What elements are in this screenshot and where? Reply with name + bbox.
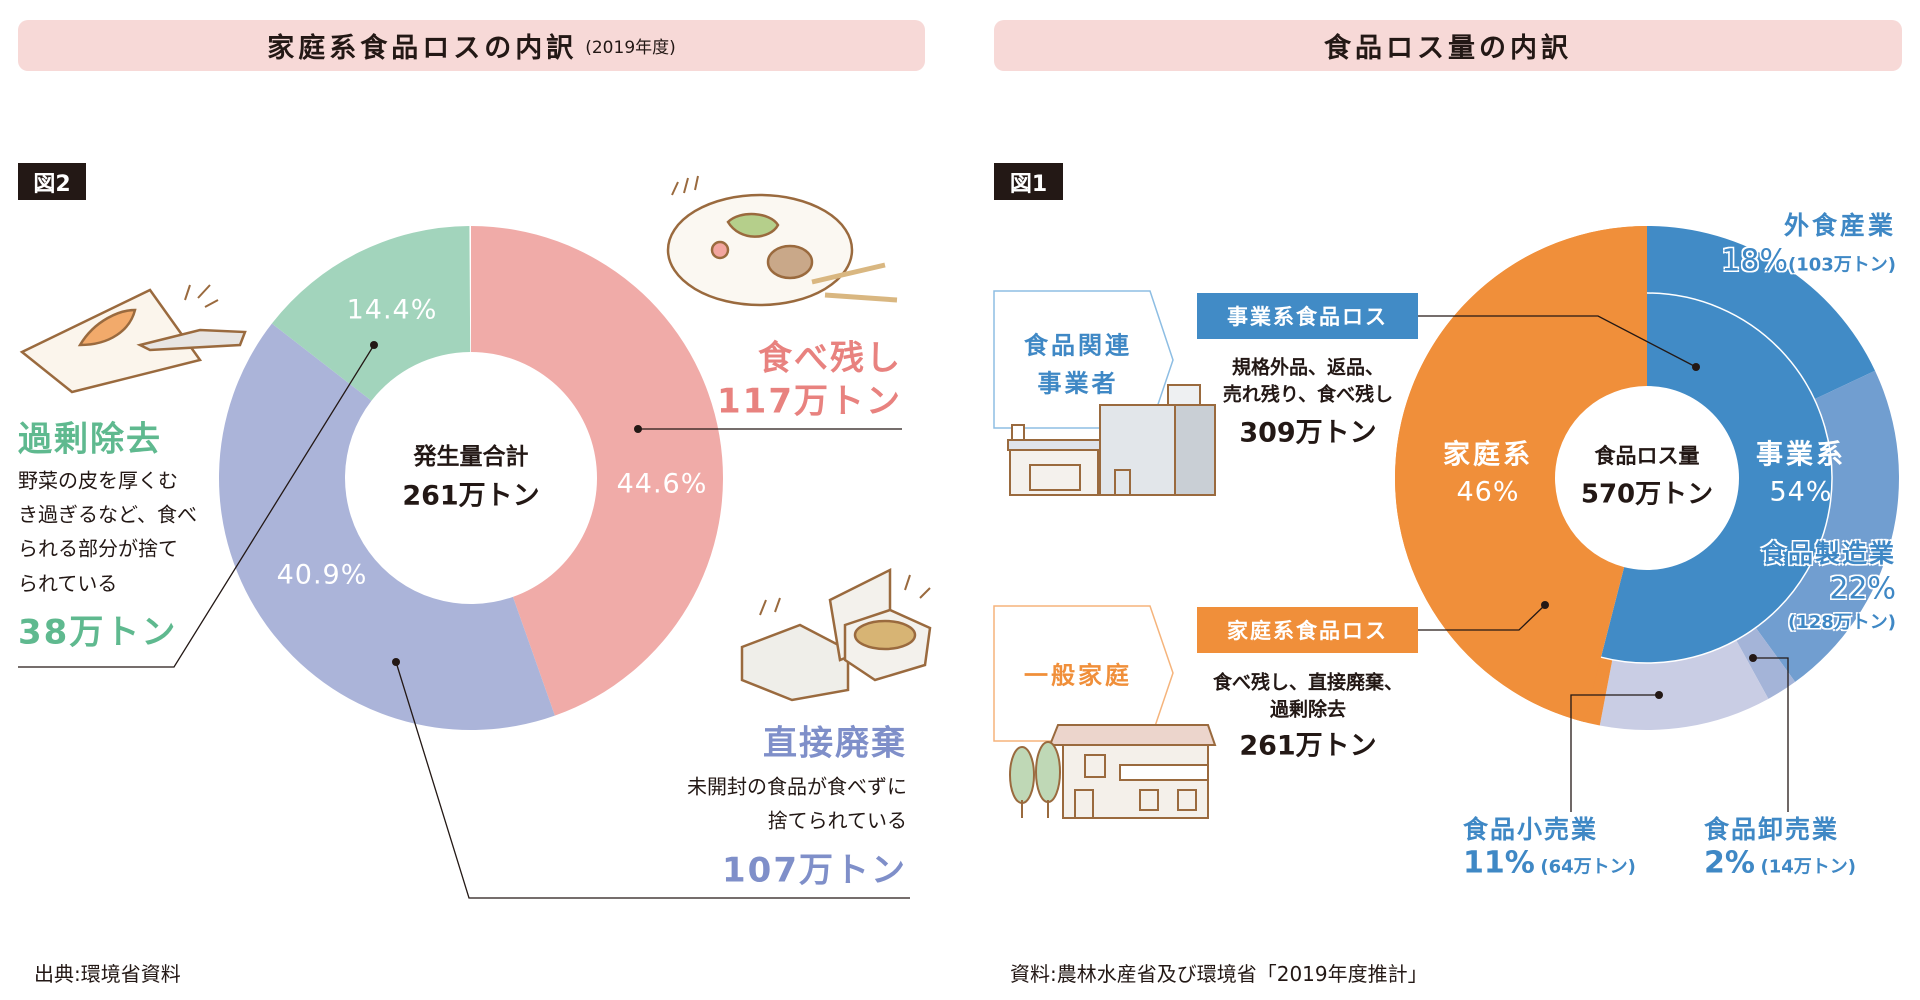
left-title-bar: 家庭系食品ロスの内訳 (2019年度) xyxy=(18,20,925,71)
chokusetsu-desc-2: 捨てられている xyxy=(767,808,907,833)
outer-slice-1 xyxy=(1755,370,1899,682)
chokusetsu-desc-1: 未開封の食品が食べずに xyxy=(687,774,907,799)
fig-1-label: 図1 xyxy=(994,163,1063,200)
sector-gaishoku-percent: 18% xyxy=(1721,243,1788,279)
slice-1 xyxy=(219,323,555,730)
right-title-bar: 食品ロス量の内訳 xyxy=(994,20,1902,71)
chokusetsu-amount: 107万トン xyxy=(722,850,907,891)
kajojokyo-desc-4: られている xyxy=(18,571,118,596)
leader-retail xyxy=(1570,694,1659,812)
sector-seizo-percent: 22% xyxy=(1829,571,1896,607)
right-center-label: 食品ロス量 xyxy=(1594,444,1700,468)
business-source-box xyxy=(993,290,1174,429)
left-donut xyxy=(219,226,724,730)
leader-dot xyxy=(634,425,642,433)
business-segment-label: 事業系 xyxy=(1756,439,1846,471)
sector-seizo-amount: (128万トン) xyxy=(1787,612,1896,633)
sector-gaishoku-amount: (103万トン) xyxy=(1787,254,1896,276)
leader-dot xyxy=(1655,691,1663,699)
sector-kouri-amount: (64万トン) xyxy=(1540,856,1636,878)
leader-kajojokyo xyxy=(18,344,375,668)
leader-wholesale xyxy=(1753,657,1789,812)
fig-2-label: 図2 xyxy=(18,163,86,200)
label-percent-kajojokyo: 14.4% xyxy=(346,294,438,326)
sector-oroshi-value: 2% (14万トン) xyxy=(1704,846,1856,881)
household-loss-tag: 家庭系食品ロス xyxy=(1197,607,1418,653)
cutting-board-illustration xyxy=(19,284,247,394)
tabenokoshi-amount: 117万トン xyxy=(717,381,902,422)
kajojokyo-name: 過剰除去 xyxy=(18,419,162,460)
household-amount: 261万トン xyxy=(1239,730,1377,762)
leader-chokusetsu xyxy=(395,661,910,899)
leader-dot xyxy=(1692,363,1700,371)
inner-slice-1 xyxy=(1395,226,1647,723)
label-percent-tabenokoshi: 44.6% xyxy=(616,468,708,500)
household-source-box xyxy=(993,605,1174,742)
sector-oroshi-name: 食品卸売業 xyxy=(1704,815,1840,844)
business-desc-1: 規格外品、返品、 xyxy=(1231,356,1385,379)
business-desc-2: 売れ残り、食べ残し xyxy=(1222,383,1394,406)
business-source-label-1: 食品関連 xyxy=(1024,331,1132,360)
sector-kouri-name: 食品小売業 xyxy=(1463,815,1599,844)
leader-dot xyxy=(370,341,378,349)
left-source: 出典:環境省資料 xyxy=(34,962,181,986)
tabenokoshi-name: 食べ残し xyxy=(758,338,902,379)
kajojokyo-desc-2: き過ぎるなど、食べ xyxy=(18,502,197,527)
sector-oroshi-amount: (14万トン) xyxy=(1760,856,1857,878)
sector-seizo-name: 食品製造業 xyxy=(1760,539,1896,568)
sector-gaishoku-name: 外食産業 xyxy=(1783,211,1896,240)
leader-dot xyxy=(392,658,400,666)
outer-slice-2 xyxy=(1736,627,1796,699)
business-segment-percent: 54% xyxy=(1769,476,1833,508)
slice-2 xyxy=(271,226,471,401)
plate-illustration xyxy=(666,175,898,307)
sector-kouri-value: 11% (64万トン) xyxy=(1463,846,1636,881)
outer-slice-0 xyxy=(1647,226,1876,400)
household-segment-percent: 46% xyxy=(1456,476,1520,508)
right-title: 食品ロス量の内訳 xyxy=(1324,33,1572,64)
left-center-value: 261万トン xyxy=(402,480,540,512)
store-building-illustration xyxy=(1007,384,1216,496)
label-percent-chokusetsu: 40.9% xyxy=(276,559,368,591)
chokusetsu-name: 直接廃棄 xyxy=(763,723,907,764)
leader-business xyxy=(1418,315,1697,368)
leader-dot xyxy=(1541,601,1549,609)
business-source-label-2: 事業者 xyxy=(1037,369,1119,398)
outer-slice-3 xyxy=(1599,640,1769,730)
right-center-value: 570万トン xyxy=(1580,479,1714,510)
business-amount: 309万トン xyxy=(1239,417,1377,449)
household-desc-2: 過剰除去 xyxy=(1269,698,1347,721)
right-source: 資料:農林水産省及び環境省「2019年度推計」 xyxy=(1010,962,1428,986)
left-title-note: (2019年度) xyxy=(585,38,676,58)
household-segment-label: 家庭系 xyxy=(1443,439,1533,471)
slice-0 xyxy=(471,226,724,716)
kajojokyo-desc-1: 野菜の皮を厚くむ xyxy=(18,468,178,493)
house-illustration xyxy=(1009,724,1217,819)
sector-oroshi-percent: 2% xyxy=(1704,845,1755,881)
business-loss-tag: 事業系食品ロス xyxy=(1197,293,1418,339)
inner-slice-0 xyxy=(1600,293,1833,663)
household-source-label: 一般家庭 xyxy=(1024,661,1132,690)
kajojokyo-amount: 38万トン xyxy=(18,612,178,653)
sector-kouri-percent: 11% xyxy=(1463,845,1535,881)
leader-dot xyxy=(1749,654,1757,662)
right-donut xyxy=(1395,226,1899,730)
leader-household xyxy=(1418,604,1546,631)
household-desc-1: 食べ残し、直接廃棄、 xyxy=(1212,671,1404,694)
natto-illustration xyxy=(740,567,932,702)
sector-gaishoku-value: 18%(103万トン) xyxy=(1721,244,1896,279)
ring-divider xyxy=(1600,292,1833,664)
kajojokyo-desc-3: られる部分が捨て xyxy=(18,536,178,561)
left-title: 家庭系食品ロスの内訳 xyxy=(267,33,578,64)
left-center-label: 発生量合計 xyxy=(413,444,529,470)
